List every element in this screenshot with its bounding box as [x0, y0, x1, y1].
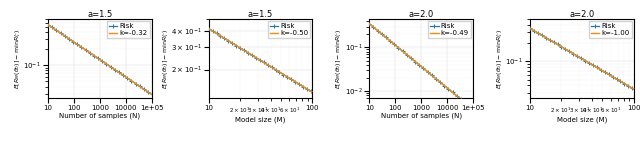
Title: a=1.5: a=1.5 [87, 10, 113, 19]
X-axis label: Number of samples (N): Number of samples (N) [60, 113, 140, 119]
Risk [272, 69, 280, 71]
Risk [385, 39, 392, 40]
Risk [308, 91, 316, 93]
Risk [51, 28, 58, 30]
Risk [297, 84, 305, 86]
Text: (c) $a = 2$: (c) $a = 2$ [399, 144, 443, 146]
Risk [469, 108, 477, 110]
Risk [618, 81, 626, 83]
Text: (b) $a = 1.5$: (b) $a = 1.5$ [233, 144, 288, 146]
Y-axis label: $E[R_M(\theta_0)] - \min R(\cdot)$: $E[R_M(\theta_0)] - \min R(\cdot)$ [161, 28, 170, 89]
k=-1.00 [630, 88, 637, 90]
k=-0.32 [63, 37, 71, 39]
k=-0.49 [372, 28, 380, 30]
Risk [251, 56, 259, 58]
Risk [276, 71, 284, 73]
Legend: Risk, k=-0.49: Risk, k=-0.49 [428, 21, 471, 38]
Risk [589, 64, 596, 66]
k=-0.32 [148, 94, 156, 95]
Line: k=-0.49: k=-0.49 [369, 24, 473, 109]
k=-0.50 [272, 69, 280, 71]
k=-0.32 [139, 88, 147, 89]
k=-0.50 [205, 28, 212, 29]
Risk [44, 24, 52, 26]
Y-axis label: $E[R_M(\theta_0)] - \min R(\cdot)$: $E[R_M(\theta_0)] - \min R(\cdot)$ [495, 28, 504, 89]
Risk [393, 46, 401, 47]
Risk [205, 28, 212, 29]
k=-1.00 [597, 69, 605, 71]
Title: a=1.5: a=1.5 [248, 10, 273, 19]
k=-0.50 [268, 66, 275, 68]
Risk [49, 27, 56, 28]
Risk [365, 23, 373, 25]
Text: (a) $a = 1.5$: (a) $a = 1.5$ [72, 144, 127, 146]
Risk [464, 104, 472, 106]
Risk [148, 94, 156, 95]
Risk [268, 66, 275, 68]
Risk [593, 67, 601, 68]
k=-0.50 [266, 66, 274, 67]
k=-0.49 [460, 101, 468, 103]
Line: k=-0.50: k=-0.50 [209, 29, 312, 92]
k=-0.32 [51, 28, 58, 30]
Risk [139, 88, 147, 89]
Y-axis label: $E[R_M(\theta_0)] - \min R(\cdot)$: $E[R_M(\theta_0)] - \min R(\cdot)$ [334, 28, 343, 89]
Legend: Risk, k=-1.00: Risk, k=-1.00 [589, 21, 632, 38]
k=-0.50 [297, 84, 305, 86]
Line: Risk: Risk [528, 27, 636, 91]
Line: Risk: Risk [46, 23, 154, 96]
Title: a=2.0: a=2.0 [408, 10, 434, 19]
Risk [372, 28, 380, 30]
Risk [266, 66, 274, 67]
k=-1.00 [618, 81, 626, 83]
Text: (d) $a = 2$: (d) $a = 2$ [559, 144, 604, 146]
k=-0.50 [251, 56, 259, 58]
k=-0.50 [308, 91, 316, 93]
X-axis label: Model size (M): Model size (M) [557, 117, 607, 123]
k=-0.49 [365, 23, 373, 25]
Risk [630, 88, 637, 90]
X-axis label: Model size (M): Model size (M) [236, 117, 285, 123]
k=-0.49 [469, 108, 477, 110]
k=-1.00 [526, 27, 534, 29]
Risk [143, 90, 150, 92]
Risk [63, 37, 71, 39]
Risk [572, 54, 580, 56]
Risk [370, 26, 378, 28]
Risk [72, 42, 79, 44]
Risk [588, 64, 595, 65]
k=-1.00 [572, 54, 580, 56]
Y-axis label: $E[R_M(\theta_0)] - \min R(\cdot)$: $E[R_M(\theta_0)] - \min R(\cdot)$ [13, 28, 22, 89]
k=-0.49 [370, 26, 378, 28]
k=-0.49 [393, 46, 401, 47]
Risk [460, 101, 468, 103]
k=-0.32 [143, 90, 150, 92]
X-axis label: Number of samples (N): Number of samples (N) [381, 113, 461, 119]
Legend: Risk, k=-0.32: Risk, k=-0.32 [107, 21, 150, 38]
Risk [526, 27, 534, 29]
Line: k=-1.00: k=-1.00 [530, 28, 634, 89]
Title: a=2.0: a=2.0 [569, 10, 595, 19]
k=-1.00 [588, 64, 595, 65]
k=-1.00 [593, 67, 601, 68]
Line: Risk: Risk [367, 22, 475, 111]
k=-0.50 [276, 71, 284, 73]
k=-0.32 [49, 27, 56, 28]
k=-0.32 [44, 24, 52, 26]
Line: Risk: Risk [207, 27, 314, 94]
k=-1.00 [589, 64, 596, 66]
k=-0.49 [385, 39, 392, 40]
k=-0.32 [72, 42, 79, 44]
Risk [597, 69, 605, 71]
Legend: Risk, k=-0.50: Risk, k=-0.50 [268, 21, 310, 38]
k=-0.49 [464, 104, 472, 106]
Line: k=-0.32: k=-0.32 [48, 25, 152, 94]
